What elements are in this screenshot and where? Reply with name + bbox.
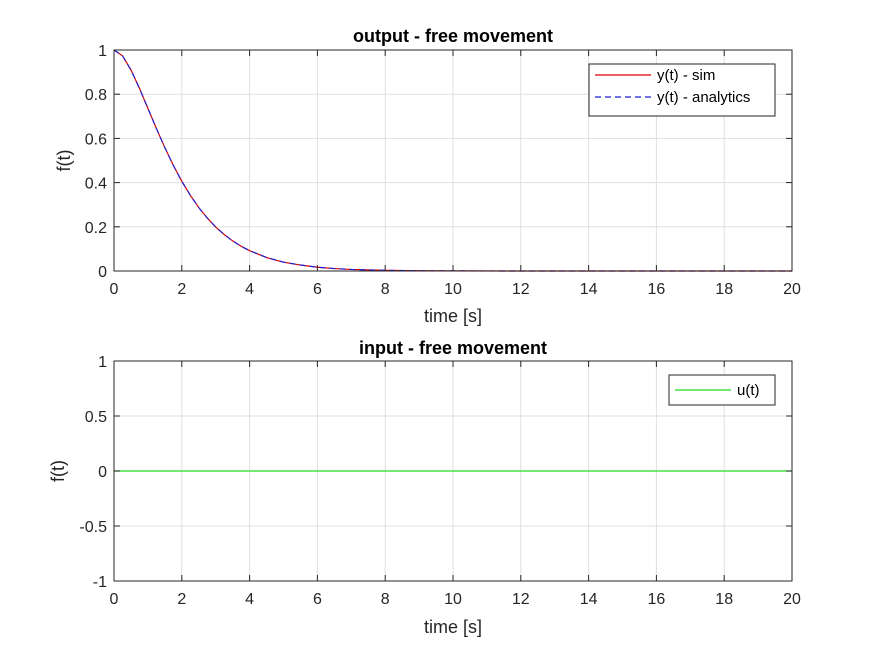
x-tick-label: 0 xyxy=(110,591,119,608)
y-tick-label: -0.5 xyxy=(79,519,107,536)
y-tick-label: 0.5 xyxy=(85,409,107,426)
x-tick-label: 6 xyxy=(313,591,322,608)
y-tick-label: 0.2 xyxy=(85,220,107,237)
x-tick-label: 8 xyxy=(381,591,390,608)
legend: u(t) xyxy=(668,374,776,406)
x-tick-label: 2 xyxy=(177,281,186,298)
y-tick-label: -1 xyxy=(93,574,107,591)
legend-label: u(t) xyxy=(737,382,760,399)
x-tick-label: 4 xyxy=(245,281,254,298)
x-tick-label: 4 xyxy=(245,591,254,608)
chart-title: input - free movement xyxy=(359,338,547,358)
x-tick-label: 6 xyxy=(313,281,322,298)
x-tick-label: 14 xyxy=(580,281,598,298)
x-tick-label: 8 xyxy=(381,281,390,298)
y-tick-label: 0 xyxy=(98,464,107,481)
y-tick-label: 0.4 xyxy=(85,176,107,193)
x-tick-label: 12 xyxy=(512,591,530,608)
y-axis-label: f(t) xyxy=(54,150,74,172)
x-tick-label: 10 xyxy=(444,281,462,298)
legend-label: y(t) - sim xyxy=(657,67,715,84)
x-tick-label: 10 xyxy=(444,591,462,608)
x-tick-label: 20 xyxy=(783,591,801,608)
legend: y(t) - sim y(t) - analytics xyxy=(588,63,776,117)
x-axis-label: time [s] xyxy=(424,306,482,326)
x-tick-label: 18 xyxy=(715,591,733,608)
subplot-input: 0 2 4 6 8 10 12 14 16 18 20 -1 -0.5 0 0.5 1 input - free… xyxy=(48,338,801,637)
x-tick-label: 14 xyxy=(580,591,598,608)
x-tick-label: 0 xyxy=(110,281,119,298)
x-tick-label: 2 xyxy=(177,591,186,608)
legend-box xyxy=(588,63,776,117)
y-tick-label: 0.6 xyxy=(85,131,107,148)
y-tick-label: 0.8 xyxy=(85,87,107,104)
chart-title: output - free movement xyxy=(353,26,553,46)
subplot-output: 0 2 4 6 8 10 12 14 16 18 20 0 0.2 0.4 0.6 0.8 1 output - … xyxy=(54,26,801,326)
y-tick-label: 1 xyxy=(98,354,107,371)
x-tick-label: 16 xyxy=(648,591,666,608)
x-tick-label: 16 xyxy=(648,281,666,298)
x-tick-label: 20 xyxy=(783,281,801,298)
y-tick-label: 1 xyxy=(98,43,107,60)
x-tick-label: 12 xyxy=(512,281,530,298)
x-axis-label: time [s] xyxy=(424,617,482,637)
y-tick-label: 0 xyxy=(98,264,107,281)
x-tick-label: 18 xyxy=(715,281,733,298)
legend-label: y(t) - analytics xyxy=(657,89,750,106)
y-axis-label: f(t) xyxy=(48,460,68,482)
